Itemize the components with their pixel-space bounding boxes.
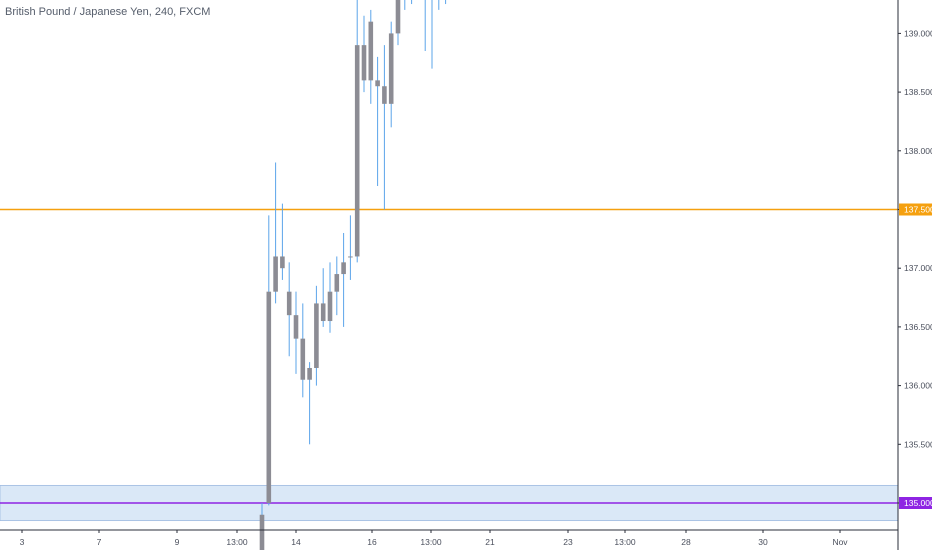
candle-body (395, 0, 401, 34)
x-tick-label: 23 (563, 537, 573, 547)
x-tick-label: 9 (175, 537, 180, 547)
candle-body (348, 256, 353, 258)
candle-body (266, 291, 272, 503)
candle-body (259, 514, 265, 550)
x-tick-label: 16 (367, 537, 377, 547)
x-tick-label: 3 (20, 537, 25, 547)
price-label-bg (899, 497, 932, 509)
x-tick-label: 13:00 (614, 537, 636, 547)
price-label: 135.000 (904, 498, 932, 508)
x-tick-label: 13:00 (420, 537, 442, 547)
price-label: 137.500 (904, 205, 932, 215)
candle-body (354, 45, 360, 257)
candle-body (280, 256, 285, 269)
y-tick-label: 136.500 (904, 322, 932, 332)
y-tick-label: 137.000 (904, 263, 932, 273)
candle-body (382, 86, 387, 104)
candle-body (361, 45, 367, 81)
candle-body (320, 303, 326, 322)
candle-body (293, 315, 299, 339)
candle-body (300, 338, 306, 380)
candle-body (314, 303, 319, 368)
x-tick-label: Nov (832, 537, 848, 547)
candle-body (334, 274, 340, 292)
candle-body (286, 291, 292, 316)
candle-body (341, 262, 346, 275)
price-label-bg (899, 203, 932, 216)
y-tick-label: 138.500 (904, 87, 932, 97)
y-tick-label: 136.000 (904, 381, 932, 391)
x-tick-label: 14 (291, 537, 301, 547)
x-tick-label: 21 (485, 537, 495, 547)
candle-body (307, 367, 312, 380)
x-tick-label: 28 (681, 537, 691, 547)
x-tick-label: 13:00 (226, 537, 248, 547)
symbol-title: British Pound / Japanese Yen, 240, FXCM (5, 6, 211, 18)
y-tick-label: 135.500 (904, 439, 932, 449)
y-tick-label: 139.000 (904, 28, 932, 38)
candle-body (388, 33, 394, 104)
candle-body (273, 256, 278, 292)
x-tick-label: 30 (758, 537, 768, 547)
x-tick-label: 7 (97, 537, 102, 547)
candle-body (327, 291, 333, 322)
candle-body (368, 21, 374, 81)
y-tick-label: 138.000 (904, 146, 932, 156)
candle-body (375, 80, 380, 87)
